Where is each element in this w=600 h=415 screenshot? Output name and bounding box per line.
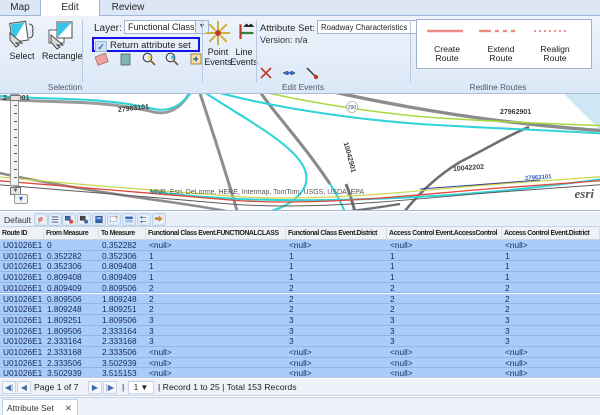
svg-text:290: 290 (348, 105, 357, 111)
